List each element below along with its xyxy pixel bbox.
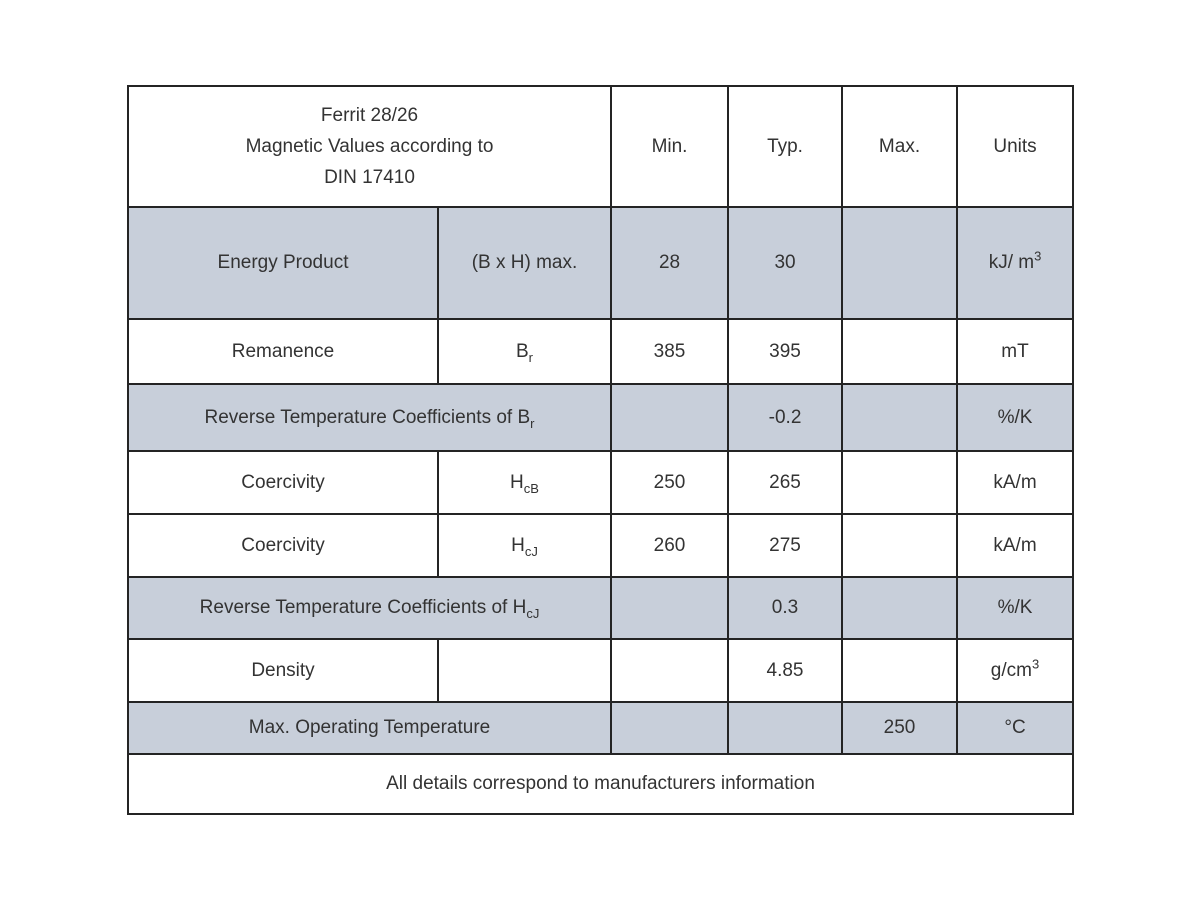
table-row-energy-product: Energy Product (B x H) max. 28 30 kJ/ m3 [127,206,1075,320]
row-symbol-cell: (B x H) max. [436,206,613,320]
row-symbol-cell: HcB [436,450,613,515]
row-label-subscript: r [530,415,535,431]
unit-text: mT [1001,340,1029,362]
unit-text: kA/m [993,471,1037,493]
cell-min [610,383,730,452]
table-title-cell: Ferrit 28/26 Magnetic Values according t… [126,85,613,208]
unit-text: kA/m [993,534,1037,556]
row-label-cell: Remanence [127,318,439,385]
table-row-max-operating-temperature: Max. Operating Temperature 250 °C [126,701,1075,755]
row-symbol-cell: HcJ [436,513,613,578]
table-row-coercivity-hcb: Coercivity HcB 250 265 kA/m [127,450,1075,515]
cell-min [610,576,730,640]
row-symbol-subscript: cJ [524,543,538,559]
row-symbol-subscript: cB [523,480,539,496]
unit-text: °C [1004,717,1026,738]
cell-min [610,638,730,703]
cell-max [841,513,959,578]
spec-table: Ferrit 28/26 Magnetic Values according t… [126,85,1075,815]
cell-units: %/K [956,576,1075,640]
row-label-subscript: cJ [526,605,540,621]
cell-min: 260 [610,513,730,578]
footer-row: All details correspond to manufacturers … [126,753,1075,815]
unit-text: %/K [997,406,1033,428]
column-header-max: Max. [841,85,959,208]
cell-max [841,206,959,320]
cell-units: mT [956,318,1075,385]
title-line-description: Magnetic Values according to [245,136,494,157]
row-label-cell: Coercivity [127,513,439,578]
row-symbol: B [515,340,529,362]
row-label-cell: Reverse Temperature Coefficients of Br [126,383,613,452]
table-row-rtc-br: Reverse Temperature Coefficients of Br -… [126,383,1075,452]
header-row: Ferrit 28/26 Magnetic Values according t… [126,85,1075,208]
cell-min: 385 [610,318,730,385]
cell-max [841,450,959,515]
cell-units: kA/m [956,513,1075,578]
cell-max: 250 [841,701,959,755]
row-label-cell: Coercivity [127,450,439,515]
cell-typ: 30 [727,206,844,320]
cell-units: kA/m [956,450,1075,515]
cell-units: kJ/ m3 [956,206,1075,320]
cell-typ: -0.2 [727,383,844,452]
row-label: Remanence [231,340,335,362]
row-label: Energy Product [217,252,349,273]
column-header-min: Min. [610,85,730,208]
column-header-units: Units [956,85,1075,208]
cell-units: %/K [956,383,1075,452]
cell-min: 28 [610,206,730,320]
cell-max [841,318,959,385]
row-label-cell: Reverse Temperature Coefficients of HcJ [126,576,613,640]
title-line-product: Ferrit 28/26 [320,105,419,126]
cell-min: 250 [610,450,730,515]
table-row-rtc-hcj: Reverse Temperature Coefficients of HcJ … [126,576,1075,640]
row-label: Coercivity [241,534,325,556]
table-row-density: Density 4.85 g/cm3 [127,638,1075,703]
cell-max [841,638,959,703]
row-symbol-cell [436,638,613,703]
cell-min [610,701,730,755]
cell-typ: 275 [727,513,844,578]
unit-text: kJ/ m [988,252,1035,273]
unit-text: %/K [997,597,1033,618]
unit-text: g/cm [990,659,1032,681]
row-symbol: (B x H) max. [471,252,578,273]
cell-typ: 265 [727,450,844,515]
footer-note: All details correspond to manufacturers … [126,753,1075,815]
cell-units: °C [956,701,1075,755]
unit-superscript: 3 [1031,656,1040,672]
row-label-cell: Density [127,638,439,703]
row-label: Reverse Temperature Coefficients of B [204,406,531,428]
row-label: Reverse Temperature Coefficients of H [199,597,527,618]
column-header-typ: Typ. [727,85,844,208]
unit-superscript: 3 [1034,248,1042,264]
cell-max [841,383,959,452]
cell-typ: 4.85 [727,638,844,703]
cell-max [841,576,959,640]
row-label: Density [251,659,315,681]
row-label: Max. Operating Temperature [248,717,491,738]
cell-typ: 395 [727,318,844,385]
row-symbol: H [511,534,525,556]
row-symbol-subscript: r [528,349,534,365]
table-row-coercivity-hcj: Coercivity HcJ 260 275 kA/m [127,513,1075,578]
row-label-cell: Energy Product [127,206,439,320]
row-symbol: H [510,471,524,493]
row-label-cell: Max. Operating Temperature [126,701,613,755]
row-symbol-cell: Br [436,318,613,385]
table-row-remanence: Remanence Br 385 395 mT [127,318,1075,385]
cell-units: g/cm3 [956,638,1075,703]
cell-typ: 0.3 [727,576,844,640]
title-line-standard: DIN 17410 [324,167,415,188]
row-label: Coercivity [241,471,325,493]
cell-typ [727,701,844,755]
